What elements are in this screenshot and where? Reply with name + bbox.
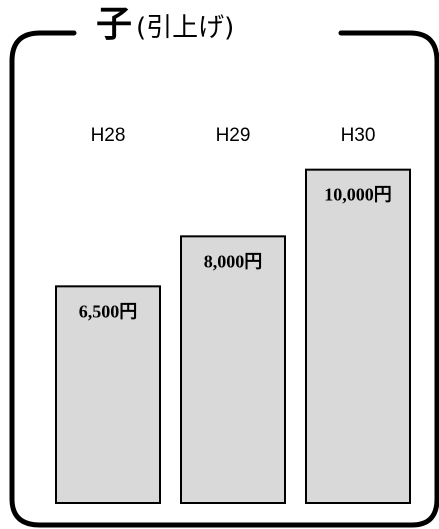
bar-h30 [305,168,411,505]
bars-layer: 6,500円 8,000円 10,000円 [55,168,411,505]
category-label-h30: H30 [341,125,376,146]
chart-heading-sub: (引上げ) [136,13,235,43]
category-label-h28: H28 [91,125,126,146]
bar-h28 [55,285,161,505]
bar-value-label-h28: 6,500円 [79,301,138,321]
bar-h29 [180,235,286,504]
year-labels-layer: H28 H29 H30 [91,125,376,146]
bar-value-label-h29: 8,000円 [204,251,263,271]
chart-heading: 子 (引上げ) [96,2,234,48]
chart-heading-main: 子 [96,4,133,45]
category-label-h29: H29 [216,125,251,146]
frame-border-left [9,30,439,528]
bar-value-label-h30: 10,000円 [324,185,392,205]
